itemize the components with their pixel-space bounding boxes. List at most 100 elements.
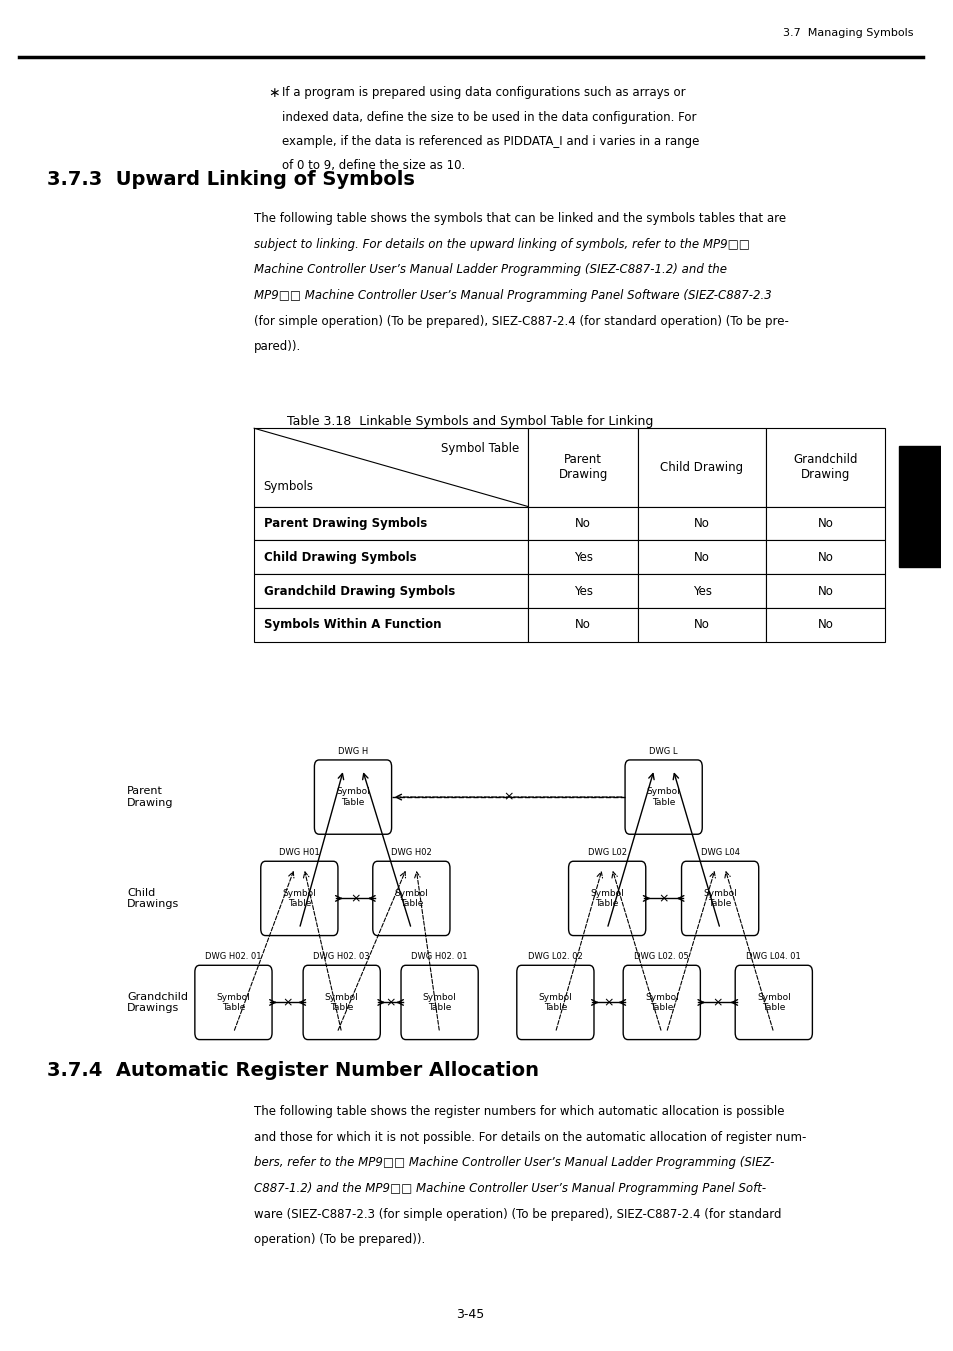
Bar (765, 608, 884, 642)
Bar (765, 428, 884, 507)
Text: ∗: ∗ (268, 86, 279, 100)
Text: Symbol
Table: Symbol Table (590, 889, 623, 908)
Bar (253, 507, 528, 540)
FancyBboxPatch shape (898, 446, 941, 567)
Text: DWG L: DWG L (649, 747, 678, 757)
Text: ×: × (282, 996, 293, 1009)
Text: No: No (817, 619, 833, 631)
Text: C887-1.2) and the MP9□□ Machine Controller User’s Manual Programming Panel Soft-: C887-1.2) and the MP9□□ Machine Controll… (253, 1182, 765, 1196)
Text: ×: × (658, 892, 668, 905)
FancyBboxPatch shape (260, 862, 337, 935)
Text: (for simple operation) (To be prepared), SIEZ-C887-2.4 (for standard operation) : (for simple operation) (To be prepared),… (253, 315, 788, 328)
Text: DWG H01: DWG H01 (278, 848, 319, 857)
Bar (638, 574, 765, 608)
Text: 3.7  Managing Symbols: 3.7 Managing Symbols (781, 28, 912, 38)
Text: DWG H02. 01: DWG H02. 01 (411, 952, 467, 962)
Text: 3-45: 3-45 (456, 1308, 484, 1321)
FancyBboxPatch shape (314, 761, 391, 835)
Text: of 0 to 9, define the size as 10.: of 0 to 9, define the size as 10. (282, 159, 465, 173)
Text: Machine Controller User’s Manual Ladder Programming (SIEZ-C887-1.2) and the: Machine Controller User’s Manual Ladder … (253, 263, 726, 277)
Text: DWG L02: DWG L02 (587, 848, 626, 857)
Text: Parent Drawing Symbols: Parent Drawing Symbols (263, 517, 426, 530)
Text: Symbol
Table: Symbol Table (335, 788, 370, 807)
Text: indexed data, define the size to be used in the data configuration. For: indexed data, define the size to be used… (282, 111, 697, 124)
Bar (638, 608, 765, 642)
Text: Symbol
Table: Symbol Table (422, 993, 456, 1012)
Text: Child Drawing Symbols: Child Drawing Symbols (263, 551, 416, 563)
Text: DWG H: DWG H (337, 747, 368, 757)
Bar (253, 540, 528, 574)
Text: Grandchild
Drawing: Grandchild Drawing (792, 454, 857, 481)
Text: Symbol
Table: Symbol Table (644, 993, 678, 1012)
Bar (638, 540, 765, 574)
Text: 3.7.4  Automatic Register Number Allocation: 3.7.4 Automatic Register Number Allocati… (47, 1061, 538, 1079)
FancyBboxPatch shape (735, 965, 812, 1040)
Bar (528, 574, 638, 608)
Bar (638, 507, 765, 540)
Text: No: No (575, 517, 591, 530)
Bar (528, 507, 638, 540)
FancyBboxPatch shape (517, 965, 594, 1040)
FancyBboxPatch shape (400, 965, 477, 1040)
Text: DWG H02: DWG H02 (391, 848, 432, 857)
Text: Symbol
Table: Symbol Table (282, 889, 315, 908)
Text: bers, refer to the MP9□□ Machine Controller User’s Manual Ladder Programming (SI: bers, refer to the MP9□□ Machine Control… (253, 1156, 774, 1170)
Text: No: No (817, 585, 833, 597)
Text: ware (SIEZ-C887-2.3 (for simple operation) (To be prepared), SIEZ-C887-2.4 (for : ware (SIEZ-C887-2.3 (for simple operatio… (253, 1208, 781, 1221)
Text: DWG H02. 03: DWG H02. 03 (314, 952, 370, 962)
Text: example, if the data is referenced as PIDDATA_I and i varies in a range: example, if the data is referenced as PI… (282, 135, 700, 149)
Text: Parent
Drawing: Parent Drawing (127, 786, 173, 808)
Text: operation) (To be prepared)).: operation) (To be prepared)). (253, 1233, 425, 1247)
Text: No: No (694, 517, 709, 530)
Text: ×: × (502, 790, 513, 804)
Text: No: No (694, 551, 709, 563)
Bar (765, 574, 884, 608)
Text: DWG H02. 01: DWG H02. 01 (205, 952, 261, 962)
Text: 3.7.3  Upward Linking of Symbols: 3.7.3 Upward Linking of Symbols (47, 170, 415, 189)
FancyBboxPatch shape (303, 965, 380, 1040)
Text: ×: × (350, 892, 360, 905)
Text: No: No (817, 517, 833, 530)
Bar (765, 540, 884, 574)
Text: Child
Drawings: Child Drawings (127, 888, 179, 909)
Text: DWG L04: DWG L04 (700, 848, 739, 857)
Text: ×: × (712, 996, 722, 1009)
Text: MP9□□ Machine Controller User’s Manual Programming Panel Software (SIEZ-C887-2.3: MP9□□ Machine Controller User’s Manual P… (253, 289, 771, 303)
Bar (253, 428, 528, 507)
Text: Yes: Yes (573, 585, 592, 597)
Bar (765, 507, 884, 540)
Text: Yes: Yes (692, 585, 711, 597)
Bar (528, 428, 638, 507)
Text: The following table shows the register numbers for which automatic allocation is: The following table shows the register n… (253, 1105, 783, 1119)
FancyBboxPatch shape (624, 761, 701, 835)
FancyBboxPatch shape (194, 965, 272, 1040)
FancyBboxPatch shape (622, 965, 700, 1040)
Bar (253, 608, 528, 642)
Text: Symbols: Symbols (263, 480, 314, 493)
Text: DWG L02. 02: DWG L02. 02 (527, 952, 582, 962)
Bar (253, 574, 528, 608)
Text: 3: 3 (911, 497, 926, 516)
Text: Yes: Yes (573, 551, 592, 563)
Text: DWG L04. 01: DWG L04. 01 (745, 952, 801, 962)
Text: and those for which it is not possible. For details on the automatic allocation : and those for which it is not possible. … (253, 1131, 805, 1144)
Text: No: No (694, 619, 709, 631)
Bar (638, 428, 765, 507)
Text: Symbols Within A Function: Symbols Within A Function (263, 619, 440, 631)
Text: Symbol
Table: Symbol Table (537, 993, 572, 1012)
Text: ×: × (602, 996, 613, 1009)
Text: Grandchild Drawing Symbols: Grandchild Drawing Symbols (263, 585, 455, 597)
Text: Symbol
Table: Symbol Table (395, 889, 428, 908)
Text: DWG L02. 05: DWG L02. 05 (634, 952, 688, 962)
Text: If a program is prepared using data configurations such as arrays or: If a program is prepared using data conf… (282, 86, 685, 100)
Text: No: No (575, 619, 591, 631)
Text: The following table shows the symbols that can be linked and the symbols tables : The following table shows the symbols th… (253, 212, 785, 226)
Text: Grandchild
Drawings: Grandchild Drawings (127, 992, 188, 1013)
Text: Symbol
Table: Symbol Table (646, 788, 679, 807)
Text: No: No (817, 551, 833, 563)
Text: Symbol Table: Symbol Table (440, 442, 518, 455)
Text: Symbol
Table: Symbol Table (756, 993, 790, 1012)
Text: Table 3.18  Linkable Symbols and Symbol Table for Linking: Table 3.18 Linkable Symbols and Symbol T… (287, 415, 653, 428)
Text: Symbol
Table: Symbol Table (324, 993, 358, 1012)
Text: pared)).: pared)). (253, 340, 301, 354)
